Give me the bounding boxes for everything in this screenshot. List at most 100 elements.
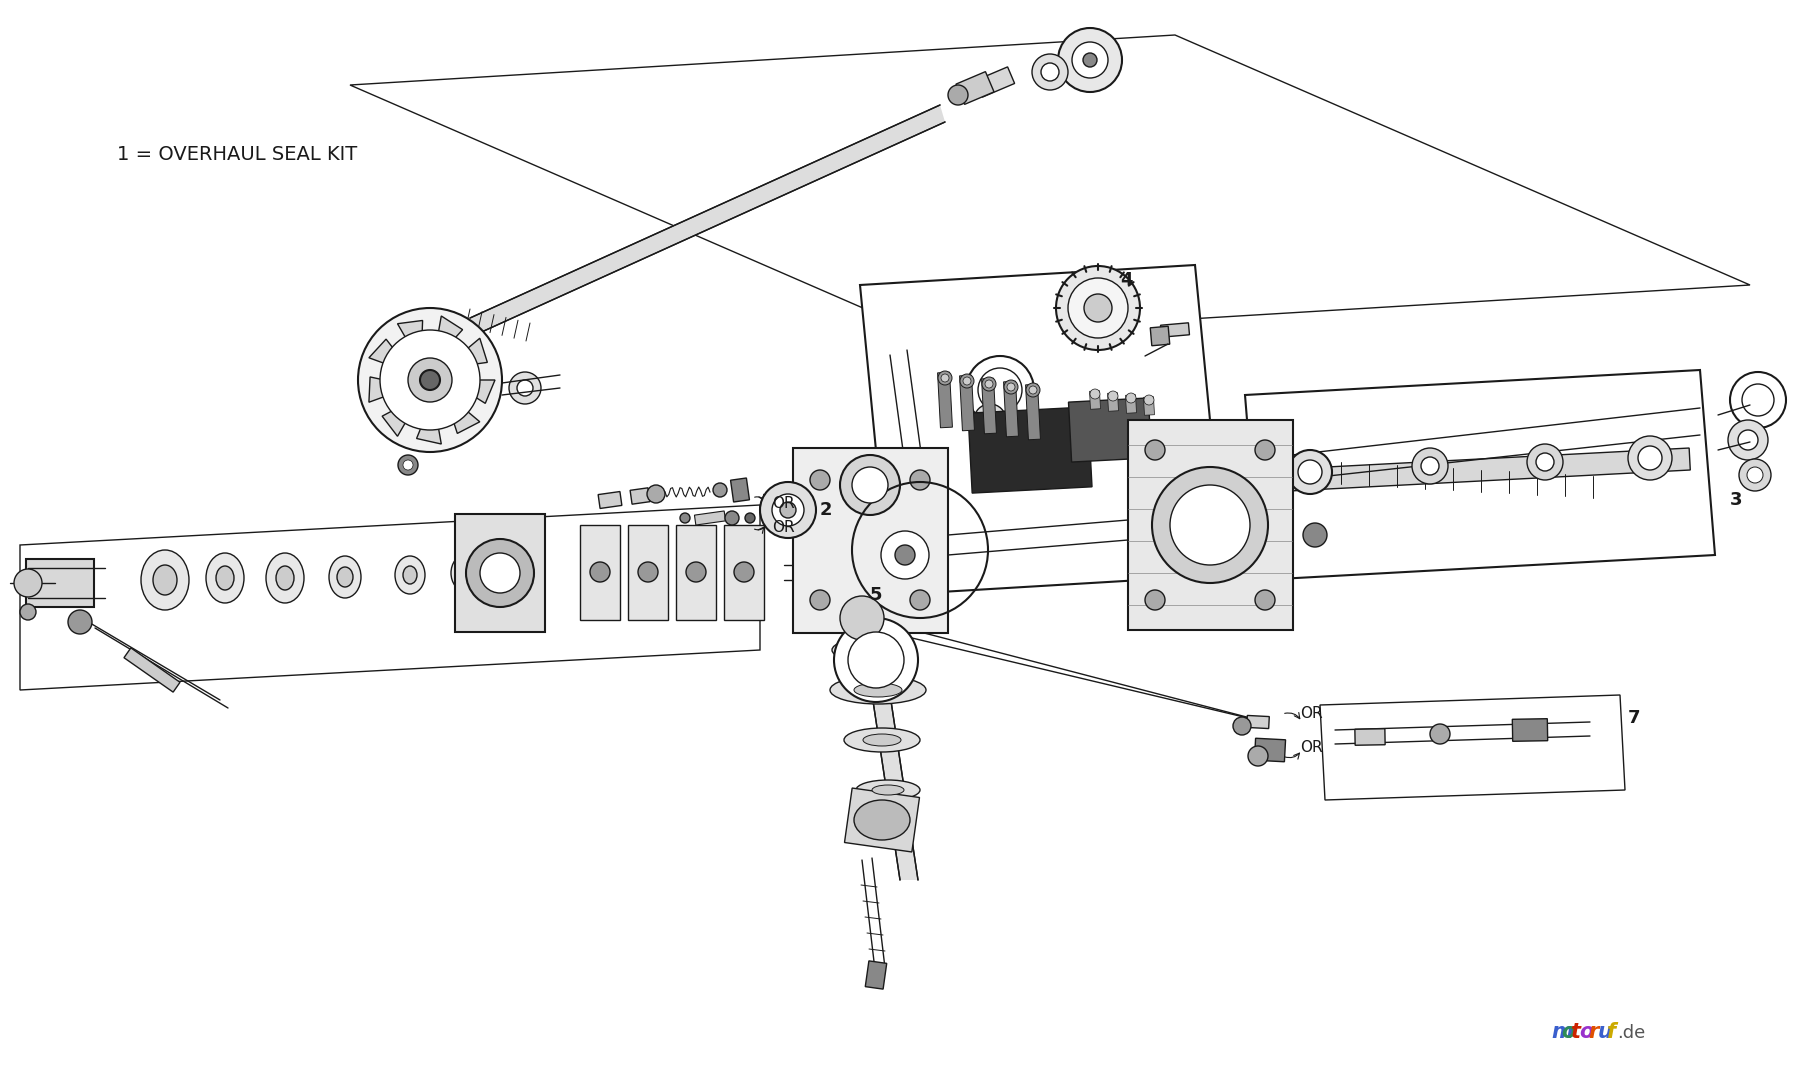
Circle shape	[481, 553, 520, 593]
Circle shape	[1420, 457, 1438, 475]
Polygon shape	[677, 524, 716, 619]
Polygon shape	[731, 478, 749, 502]
Polygon shape	[580, 524, 619, 619]
Circle shape	[419, 370, 439, 390]
Ellipse shape	[329, 556, 362, 598]
Polygon shape	[382, 395, 421, 437]
Circle shape	[963, 377, 970, 384]
Ellipse shape	[871, 785, 904, 795]
Ellipse shape	[844, 728, 920, 752]
Text: o: o	[1579, 1022, 1593, 1042]
Circle shape	[1728, 420, 1768, 460]
Circle shape	[1627, 436, 1672, 480]
Text: 1 = OVERHAUL SEAL KIT: 1 = OVERHAUL SEAL KIT	[117, 145, 356, 164]
Circle shape	[1006, 383, 1015, 391]
Text: OR: OR	[1300, 740, 1323, 755]
Text: OR: OR	[1300, 707, 1323, 722]
Polygon shape	[959, 375, 974, 430]
Ellipse shape	[153, 565, 176, 595]
Circle shape	[403, 460, 412, 470]
Polygon shape	[792, 447, 947, 632]
Polygon shape	[25, 559, 94, 607]
Polygon shape	[598, 491, 621, 508]
Circle shape	[911, 470, 931, 490]
Ellipse shape	[205, 553, 245, 603]
Circle shape	[833, 618, 918, 702]
Circle shape	[760, 482, 815, 538]
Text: .de: .de	[1616, 1024, 1645, 1042]
Polygon shape	[428, 312, 461, 340]
Circle shape	[1073, 42, 1109, 78]
Ellipse shape	[853, 684, 902, 697]
Circle shape	[646, 485, 664, 503]
Polygon shape	[124, 648, 180, 692]
Text: 7: 7	[1627, 709, 1640, 727]
Polygon shape	[1004, 381, 1019, 437]
Circle shape	[745, 513, 754, 523]
Text: 3: 3	[1730, 491, 1742, 509]
Text: 2: 2	[821, 501, 832, 519]
Circle shape	[810, 590, 830, 610]
Polygon shape	[630, 488, 650, 504]
Circle shape	[1152, 467, 1267, 583]
Circle shape	[1031, 54, 1067, 90]
Circle shape	[851, 467, 887, 503]
Polygon shape	[956, 72, 994, 105]
Text: OR: OR	[772, 520, 794, 535]
Circle shape	[974, 404, 1006, 436]
Circle shape	[1730, 372, 1786, 428]
Ellipse shape	[394, 556, 425, 594]
Circle shape	[1742, 384, 1775, 417]
Circle shape	[358, 308, 502, 452]
Polygon shape	[968, 407, 1093, 493]
Polygon shape	[1247, 716, 1269, 728]
Circle shape	[1526, 444, 1562, 480]
Circle shape	[509, 372, 542, 404]
Circle shape	[14, 569, 41, 597]
Text: f: f	[1607, 1022, 1616, 1042]
Circle shape	[1004, 380, 1019, 394]
Circle shape	[380, 330, 481, 430]
Circle shape	[1030, 386, 1037, 394]
Circle shape	[590, 562, 610, 582]
Circle shape	[941, 374, 949, 382]
Polygon shape	[455, 514, 545, 632]
Circle shape	[848, 632, 904, 688]
Text: OR: OR	[772, 497, 794, 512]
Polygon shape	[1127, 420, 1292, 630]
Polygon shape	[1150, 326, 1170, 346]
Circle shape	[713, 483, 727, 497]
Polygon shape	[844, 788, 920, 852]
Circle shape	[1145, 395, 1154, 405]
Circle shape	[938, 371, 952, 384]
Polygon shape	[1107, 393, 1118, 411]
Polygon shape	[349, 35, 1750, 335]
Polygon shape	[448, 380, 495, 404]
Circle shape	[967, 356, 1033, 424]
Polygon shape	[1125, 395, 1136, 413]
Ellipse shape	[832, 638, 907, 662]
Circle shape	[409, 358, 452, 402]
Circle shape	[983, 412, 997, 428]
Circle shape	[1127, 393, 1136, 403]
Polygon shape	[1161, 323, 1190, 337]
Polygon shape	[1089, 391, 1100, 409]
Circle shape	[1026, 383, 1040, 397]
Circle shape	[1170, 485, 1249, 565]
Circle shape	[398, 455, 418, 475]
Circle shape	[1289, 450, 1332, 494]
Polygon shape	[416, 397, 441, 444]
Circle shape	[1247, 747, 1267, 766]
Polygon shape	[866, 961, 887, 989]
Polygon shape	[1255, 738, 1285, 761]
Polygon shape	[938, 373, 952, 428]
Ellipse shape	[216, 566, 234, 590]
Circle shape	[1145, 590, 1165, 610]
Polygon shape	[418, 320, 443, 344]
Polygon shape	[860, 265, 1226, 595]
Ellipse shape	[862, 734, 902, 747]
Text: t: t	[1570, 1022, 1580, 1042]
Ellipse shape	[266, 553, 304, 603]
Polygon shape	[369, 377, 412, 403]
Circle shape	[1411, 447, 1447, 484]
